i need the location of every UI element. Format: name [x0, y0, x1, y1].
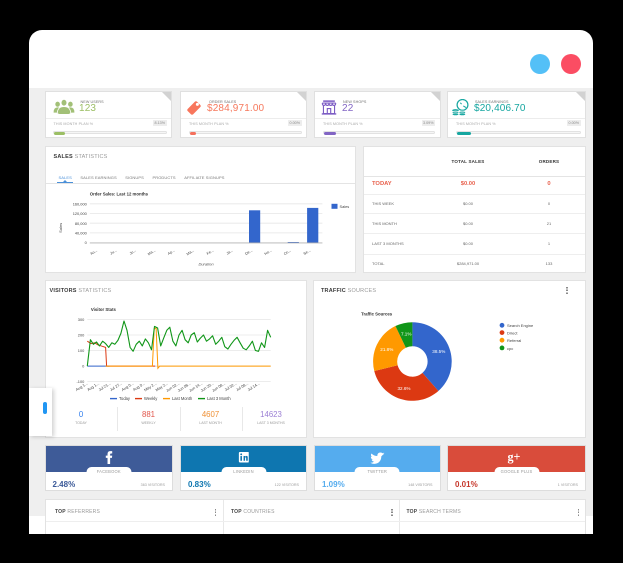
svg-text:Jul 08...: Jul 08...	[234, 380, 248, 392]
svg-text:Direct: Direct	[507, 330, 518, 335]
svg-text:Se...: Se...	[302, 248, 311, 255]
svg-text:38.5%: 38.5%	[432, 349, 445, 354]
svg-text:120,000: 120,000	[72, 211, 87, 216]
svg-text:0: 0	[84, 240, 87, 245]
svg-text:200: 200	[77, 332, 84, 337]
svg-text:Aug 1...: Aug 1...	[86, 380, 100, 392]
svg-text:Oc...: Oc...	[283, 248, 292, 256]
svg-text:Jul 02...: Jul 02...	[223, 380, 237, 392]
svg-text:Order Sales: Last 12 months: Order Sales: Last 12 months	[89, 191, 148, 196]
svg-text:De...: De...	[244, 248, 253, 256]
svg-text:Aug 0...: Aug 0...	[120, 380, 134, 392]
svg-text:Ma...: Ma...	[185, 248, 194, 256]
svg-text:May 2...: May 2...	[154, 380, 168, 392]
svg-text:Aug 1...: Aug 1...	[74, 380, 88, 392]
svg-text:Traffic Sources: Traffic Sources	[361, 311, 393, 316]
svg-text:160,000: 160,000	[72, 201, 87, 206]
svg-text:Visitor Stats: Visitor Stats	[90, 307, 116, 312]
svg-text:80,000: 80,000	[74, 220, 87, 225]
svg-text:Jul 14...: Jul 14...	[246, 380, 260, 392]
svg-text:Aug 0...: Aug 0...	[131, 380, 145, 392]
svg-text:Search Engine: Search Engine	[507, 323, 534, 328]
svg-text:Ja...: Ja...	[225, 248, 233, 255]
svg-text:0: 0	[82, 363, 85, 368]
svg-text:cpc: cpc	[507, 345, 513, 350]
svg-text:Ju...: Ju...	[128, 248, 136, 255]
svg-text:Ap...: Ap...	[166, 248, 175, 255]
svg-text:7.1%: 7.1%	[401, 331, 411, 336]
svg-text:-100: -100	[76, 379, 85, 384]
svg-text:g+: g+	[507, 451, 520, 464]
svg-text:Jul 27...: Jul 27...	[108, 380, 122, 392]
svg-text:Ju...: Ju...	[109, 248, 117, 255]
svg-text:21.8%: 21.8%	[380, 347, 393, 352]
svg-text:No...: No...	[263, 248, 272, 256]
svg-text:40,000: 40,000	[74, 230, 87, 235]
svg-text:Last Month: Last Month	[172, 396, 193, 401]
svg-text:32.6%: 32.6%	[397, 386, 410, 391]
svg-text:Weekly: Weekly	[144, 396, 158, 401]
svg-text:Last 3 Month: Last 3 Month	[207, 396, 231, 401]
svg-text:300: 300	[77, 317, 84, 322]
svg-text:Referral: Referral	[507, 338, 521, 343]
svg-text:100: 100	[77, 348, 84, 353]
svg-text:Au...: Au...	[89, 248, 98, 255]
svg-text:Today: Today	[119, 396, 131, 401]
svg-text:Jul 21...: Jul 21...	[97, 380, 111, 392]
svg-text:Sales: Sales	[339, 204, 349, 209]
svg-text:Sales: Sales	[57, 222, 62, 232]
svg-text:May 2...: May 2...	[143, 380, 157, 392]
svg-text:Fe...: Fe...	[205, 248, 213, 255]
svg-text:Ma...: Ma...	[147, 248, 156, 256]
svg-text:Duration: Duration	[198, 261, 214, 266]
